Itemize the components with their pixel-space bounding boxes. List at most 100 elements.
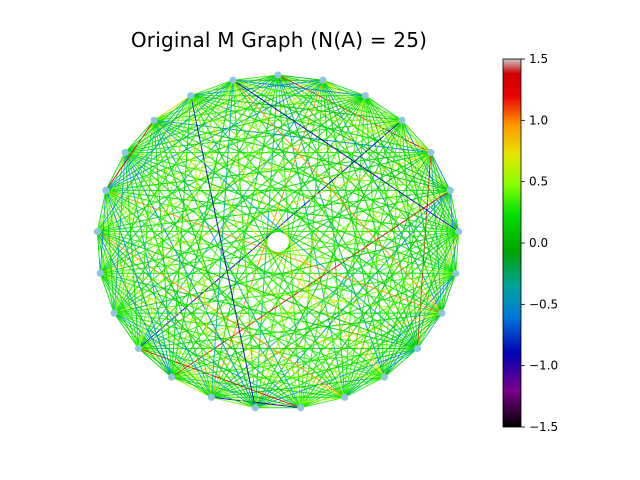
graph-edge [153, 79, 324, 121]
graph-edge [138, 348, 172, 378]
graph-node [274, 71, 282, 79]
graph-edge [232, 80, 346, 398]
graph-edge [99, 273, 139, 349]
graph-edge [322, 79, 443, 314]
graph-node [398, 116, 406, 124]
colorbar-tick-label: 0.0 [529, 236, 548, 250]
colorbar-tick-label: 0.5 [529, 175, 548, 189]
graph-node [427, 148, 435, 157]
graph-edge [113, 312, 172, 378]
graph-edge [171, 376, 301, 409]
graph-edge [114, 312, 345, 398]
graph-edge [384, 348, 418, 378]
graph-edge [277, 74, 385, 378]
graph-edge [153, 120, 173, 378]
graph-edge [401, 120, 460, 232]
graph-edge [211, 376, 385, 398]
graph-edge [99, 95, 192, 274]
graph-edge [99, 74, 279, 274]
graph-edge [99, 272, 301, 409]
graph-node [93, 227, 101, 236]
graph-edge [105, 190, 139, 349]
graph-edge [211, 396, 301, 409]
graph-edge [190, 95, 451, 191]
graph-edge [113, 120, 155, 314]
graph-edge [322, 79, 432, 153]
graph-edge [105, 152, 126, 191]
graph-node [361, 92, 369, 100]
graph-edge [113, 95, 366, 314]
graph-edge [97, 231, 256, 409]
graph-edge [124, 152, 256, 408]
graph-edge [105, 79, 234, 191]
graph-edge [277, 74, 457, 274]
graph-node [187, 92, 195, 100]
graph-edge [232, 79, 385, 378]
graph-node [380, 373, 388, 381]
graph-edge [124, 95, 192, 153]
graph-edge [153, 119, 459, 232]
graph-edge [97, 152, 431, 232]
graph-node [413, 344, 422, 352]
graph-edge [154, 119, 431, 153]
graph-edge [113, 312, 212, 398]
graph-edge [322, 80, 346, 398]
graph-edge [96, 231, 212, 398]
colorbar-tick-label: 1.0 [529, 113, 548, 127]
graph-edge [105, 190, 256, 408]
graph-edge [124, 74, 279, 153]
graph-edge [97, 79, 234, 232]
graph-edge [430, 152, 451, 191]
graph-edge [99, 119, 403, 274]
colorbar-tick-label: −1.0 [529, 359, 558, 373]
graph-edge [105, 120, 155, 191]
graph-edge [364, 95, 403, 121]
graph-edge [105, 95, 192, 191]
graph-edge [125, 152, 459, 232]
graph-nodes [93, 71, 463, 412]
graph-edge [100, 272, 442, 314]
graph-edge [401, 119, 432, 153]
graph-edge [254, 120, 403, 408]
graph-edge [105, 190, 173, 378]
colorbar-ticks: 1.5 1.0 0.5 0.0 −0.5 −1.0 −1.5 [521, 52, 558, 434]
graph-edge [300, 347, 418, 409]
graph-edge [138, 347, 385, 378]
graph-edge [138, 347, 256, 409]
colorbar-scale [502, 58, 522, 428]
graph-edge [96, 120, 155, 232]
graph-edge [190, 79, 324, 97]
graph-edge [124, 79, 234, 153]
graph-edge [96, 231, 173, 378]
graph-edge [344, 376, 385, 398]
graph-edge [232, 79, 431, 153]
graph-edge [138, 79, 324, 349]
graph-edge [449, 190, 460, 232]
graph-title: Original M Graph (N(A) = 25) [130, 28, 428, 52]
graph-edge [171, 189, 451, 378]
graph-edge [232, 79, 366, 97]
graph-edge [255, 347, 418, 409]
graph-edge [113, 79, 234, 314]
graph-node [207, 393, 215, 401]
graph-edge [114, 272, 456, 314]
graph-edge [138, 231, 459, 349]
graph-edge [300, 95, 366, 408]
graph-node [446, 186, 454, 194]
graph-edge [124, 152, 139, 349]
graph-edge [211, 396, 256, 409]
graph-node [438, 309, 446, 317]
graph-edge [232, 79, 418, 349]
graph-edge [190, 95, 443, 314]
graph-edge [99, 79, 234, 274]
graph-node [229, 76, 237, 84]
graph-edge [138, 347, 301, 409]
graph-edge [171, 80, 234, 378]
graph-edge [430, 152, 457, 274]
graph-edge [441, 273, 457, 314]
colorbar-tick-label: 1.5 [529, 52, 548, 66]
graph-node [110, 309, 118, 317]
graph-edge [105, 190, 115, 314]
graph-edge [97, 231, 302, 409]
